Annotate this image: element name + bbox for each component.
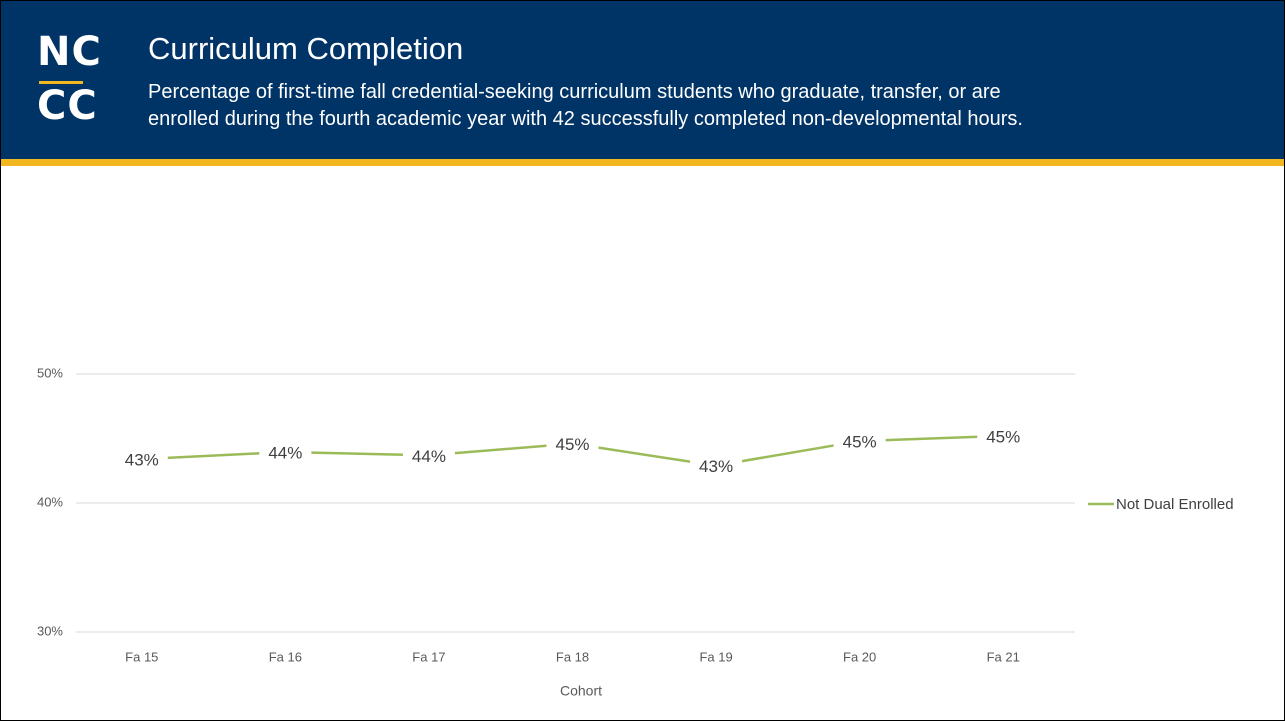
slide-title: Curriculum Completion <box>148 31 464 66</box>
y-tick-label: 50% <box>37 365 63 380</box>
data-label: 44% <box>268 444 302 463</box>
accent-stripe <box>1 159 1284 166</box>
logo-text: CC <box>37 83 98 129</box>
data-label: 44% <box>412 447 446 466</box>
x-tick-label: Fa 18 <box>556 649 589 664</box>
label-bg <box>833 430 886 453</box>
subtitle: Percentage of first-time fall credential… <box>148 81 1001 103</box>
x-tick-label: Fa 19 <box>699 649 732 664</box>
x-tick-label: Fa 20 <box>843 649 876 664</box>
label-bg <box>115 448 168 471</box>
data-label: 45% <box>843 433 877 452</box>
legend-label: Not Dual Enrolled <box>1116 496 1234 513</box>
logo-rule <box>39 81 83 84</box>
data-label: 43% <box>125 451 159 470</box>
data-label: 45% <box>986 427 1020 446</box>
data-label: 43% <box>699 457 733 476</box>
x-tick-label: Fa 15 <box>125 649 158 664</box>
x-tick-label: Fa 21 <box>987 649 1020 664</box>
x-tick-label: Fa 16 <box>269 649 302 664</box>
logo-text: NC <box>37 29 102 75</box>
x-tick-label: Fa 17 <box>412 649 445 664</box>
y-tick-label: 30% <box>37 623 63 638</box>
label-bg <box>546 432 599 455</box>
data-label: 45% <box>555 435 589 454</box>
label-bg <box>690 454 743 477</box>
x-axis-title: Cohort <box>560 683 602 699</box>
header: NC CC Curriculum Completion Percentage o… <box>1 1 1284 159</box>
y-tick-label: 40% <box>37 494 63 509</box>
label-bg <box>977 424 1030 447</box>
label-bg <box>402 444 455 467</box>
label-bg <box>259 441 312 464</box>
subtitle: enrolled during the fourth academic year… <box>148 108 1023 130</box>
